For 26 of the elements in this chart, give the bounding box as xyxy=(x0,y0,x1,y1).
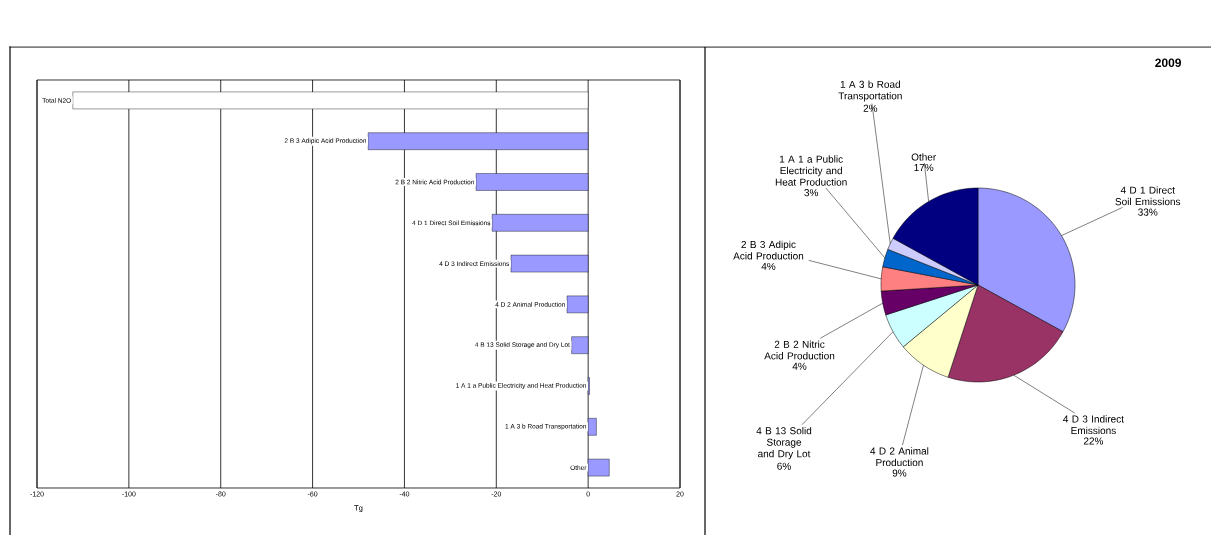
data-label: 4% xyxy=(761,262,776,270)
data-label: 9% xyxy=(892,469,907,477)
bar xyxy=(491,214,589,232)
chart-title: 2009 xyxy=(1155,58,1182,68)
slice-label: 2 B 2 Nitric Acid Production xyxy=(764,340,835,360)
data-label: 33% xyxy=(1138,208,1158,216)
data-label: 6% xyxy=(777,462,791,470)
data-label: 3% xyxy=(804,189,819,197)
slice-label: Other xyxy=(911,153,937,161)
slice-label: 4 B 13 Solid Storage and Dry Lot xyxy=(756,426,812,460)
bar xyxy=(587,458,610,477)
data-label: 22% xyxy=(1083,437,1104,445)
bar xyxy=(571,336,589,354)
bar xyxy=(566,295,589,314)
slice-label: 1 A 3 b Road Transportation xyxy=(838,80,902,102)
slice-label: 1 A 1 a Public Electricity and Heat Production xyxy=(775,155,847,186)
bar xyxy=(475,173,589,191)
bar xyxy=(510,254,589,273)
slice-label: 2 B 3 Adipic Acid Production xyxy=(733,240,804,260)
slice-label: 4 D 2 Animal Production xyxy=(870,447,929,467)
data-label: 4% xyxy=(792,362,807,370)
data-label: 17% xyxy=(914,164,934,172)
slice-label: 4 D 1 Direct Soil Emissions xyxy=(1115,186,1181,206)
slice-label: 4 D 3 Indirect Emissions xyxy=(1063,415,1124,435)
data-label: 2% xyxy=(863,104,878,112)
bar xyxy=(587,418,597,436)
